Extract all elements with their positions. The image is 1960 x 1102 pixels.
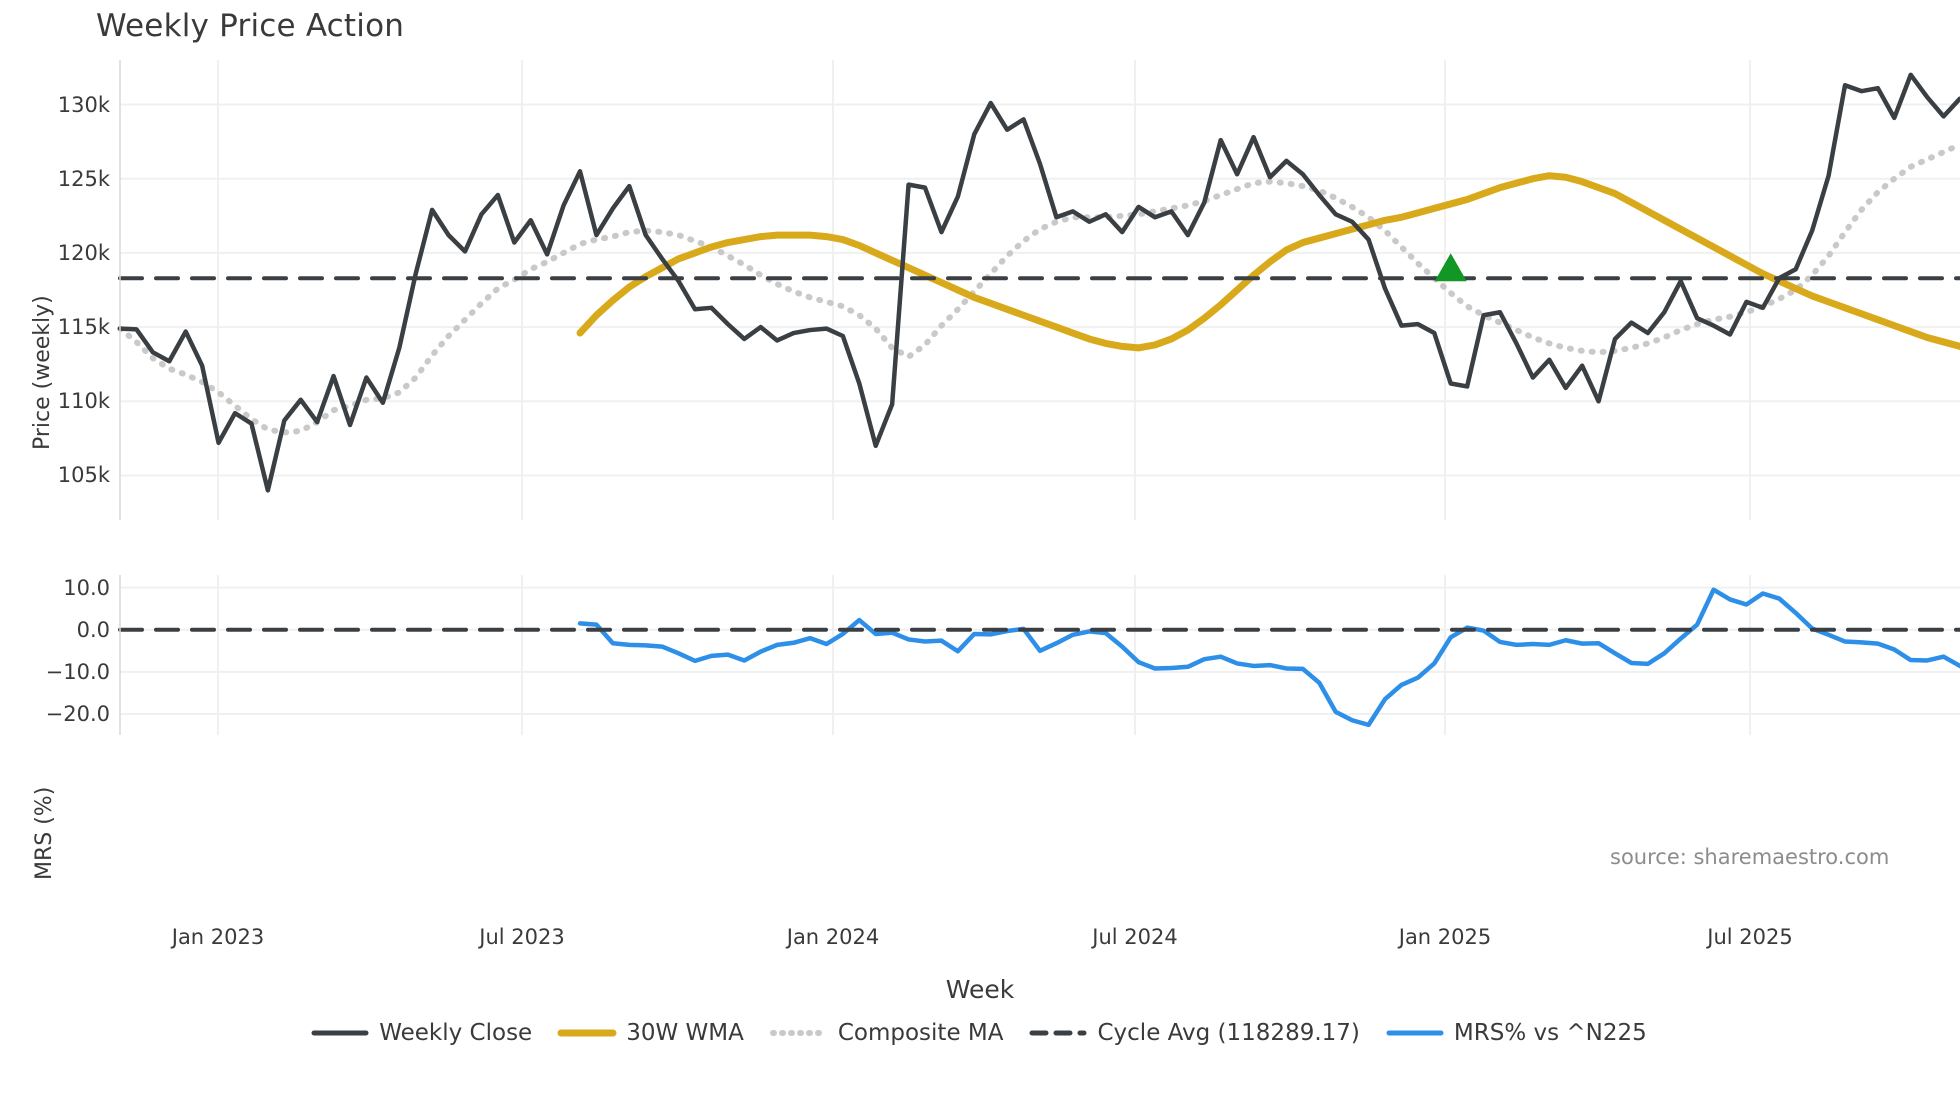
page-title: Weekly Price Action	[96, 8, 405, 44]
chart-legend: Weekly Close 30W WMA Composite MA Cycle Avg…	[0, 1020, 1960, 1046]
x-tick-label: Jan 2023	[171, 925, 265, 949]
buy-signal-marker	[1434, 253, 1467, 282]
x-tick-label: Jul 2025	[1707, 925, 1793, 949]
legend-label: 30W WMA	[626, 1020, 744, 1046]
legend-item-30w-wma[interactable]: 30W WMA	[557, 1020, 744, 1046]
source-watermark: source: sharemaestro.com	[1610, 845, 1890, 869]
y-tick-label: −20.0	[45, 701, 110, 726]
y-tick-label: 120k	[57, 240, 110, 265]
price-panel	[117, 60, 1960, 520]
legend-swatch-icon	[769, 1024, 828, 1042]
x-axis-label: Week	[945, 975, 1015, 1004]
legend-swatch-icon	[1029, 1024, 1087, 1042]
legend-item-weekly-close[interactable]: Weekly Close	[311, 1020, 533, 1046]
legend-label: Cycle Avg (118289.17)	[1097, 1020, 1360, 1046]
legend-swatch-icon	[1386, 1024, 1444, 1042]
y-tick-label: 115k	[57, 315, 110, 340]
y-tick-label: 125k	[57, 166, 110, 191]
legend-item-composite-ma[interactable]: Composite MA	[769, 1020, 1004, 1046]
y-tick-label: 105k	[57, 463, 110, 488]
legend-swatch-icon	[557, 1024, 617, 1042]
legend-item-cycle-avg-118289-17[interactable]: Cycle Avg (118289.17)	[1029, 1020, 1360, 1046]
legend-swatch-icon	[311, 1024, 369, 1042]
x-tick-label: Jan 2024	[786, 925, 880, 949]
x-tick-label: Jul 2023	[479, 925, 565, 949]
mrs-axis-label: MRS (%)	[32, 786, 57, 880]
y-tick-label: 0.0	[76, 617, 110, 642]
y-tick-label: 130k	[57, 92, 110, 117]
mrs-panel	[118, 575, 1960, 735]
y-tick-label: 10.0	[63, 575, 110, 600]
x-tick-label: Jan 2025	[1398, 925, 1492, 949]
legend-label: MRS% vs ^N225	[1453, 1020, 1647, 1046]
legend-label: Weekly Close	[379, 1020, 533, 1046]
legend-label: Composite MA	[837, 1020, 1004, 1046]
y-tick-label: 110k	[57, 389, 110, 414]
legend-item-mrs-vs-n225[interactable]: MRS% vs ^N225	[1386, 1020, 1647, 1046]
y-tick-label: −10.0	[45, 659, 110, 684]
x-tick-label: Jul 2024	[1092, 925, 1178, 949]
